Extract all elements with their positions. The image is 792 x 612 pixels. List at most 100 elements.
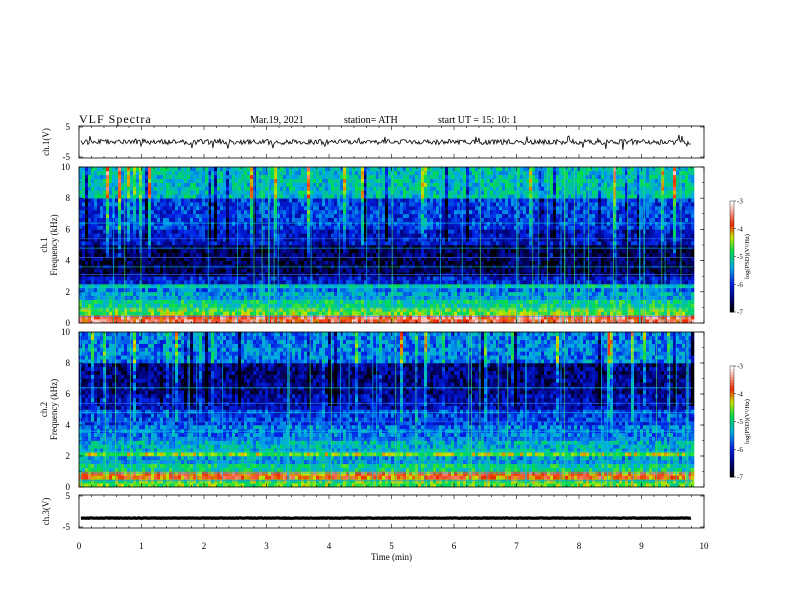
- ch1-spectrogram-cell: [151, 170, 155, 176]
- ch1-spectrogram-cell: [367, 221, 371, 226]
- ch1-spectrogram-cell: [103, 178, 107, 183]
- ch1-spectrogram-cell: [328, 178, 332, 183]
- ch1-spectrogram-cell: [325, 209, 329, 215]
- ch1-spectrogram-cell: [274, 311, 278, 316]
- ch1-spectrogram-cell: [316, 229, 320, 234]
- ch1-spectrogram-cell: [355, 178, 359, 183]
- ch1-spectrogram-cell: [280, 248, 284, 254]
- ch1-spectrogram-cell: [442, 256, 446, 261]
- ch1-spectrogram-cell: [295, 198, 299, 203]
- ch1-spectrogram-cell: [385, 319, 389, 324]
- ch1-spectrogram-cell: [415, 268, 419, 273]
- ch1-spectrogram-cell: [160, 319, 164, 324]
- ch1-spectrogram-cell: [322, 167, 326, 172]
- ch1-spectrogram-cell: [400, 287, 404, 293]
- ch1-spectrogram-cell: [298, 315, 302, 320]
- ch1-spectrogram-cell: [394, 260, 398, 265]
- ch1-spectrogram-cell: [397, 213, 401, 218]
- ch1-spectrogram-cell: [187, 221, 191, 226]
- ch1-spectrogram-cell: [220, 233, 224, 238]
- ch1-spectrogram-cell: [136, 260, 140, 265]
- ch1-spectrogram-cell: [238, 229, 242, 234]
- ch1-spectrogram-cell: [178, 307, 182, 312]
- ch1-spectrogram-cell: [322, 315, 326, 320]
- ch1-spectrogram-cell: [313, 202, 317, 207]
- ch1-spectrogram-cell: [184, 225, 188, 230]
- ch1-spectrogram-cell: [247, 241, 251, 246]
- ch1-spectrogram-cell: [232, 194, 236, 199]
- ch1-spectrogram-cell: [262, 190, 266, 195]
- ch1-spectrogram-cell: [256, 229, 260, 234]
- ch1-spectrogram-cell: [253, 182, 257, 187]
- ch1-spectrogram-cell: [382, 299, 386, 304]
- ch1-spectrogram-cell: [91, 299, 95, 304]
- ch1-spectrogram-cell: [289, 221, 293, 226]
- ch1-spectrogram-cell: [79, 241, 83, 246]
- ch1-spectrogram-cell: [322, 209, 326, 215]
- ch1-spectrogram-cell: [313, 170, 317, 176]
- ch1-spectrogram-cell: [412, 206, 416, 211]
- ch1-spectrogram-cell: [424, 291, 428, 296]
- ch1-spectrogram-cell: [418, 260, 422, 265]
- ch1-spectrogram-cell: [208, 213, 212, 218]
- ch1-spectrogram-cell: [403, 252, 407, 257]
- ch1-spectrogram-cell: [316, 276, 320, 281]
- ch1-spectrogram-cell: [82, 229, 86, 234]
- ch1-spectrogram-cell: [346, 276, 350, 281]
- ch1-spectrogram-cell: [385, 299, 389, 304]
- ch1-spectrogram-cell: [265, 190, 269, 195]
- ch1-spectrogram-cell: [298, 198, 302, 203]
- ch1-spectrogram-cell: [115, 229, 119, 234]
- ch1-spectrogram-cell: [391, 213, 395, 218]
- ch1-spectrogram-cell: [91, 167, 95, 172]
- ch1-spectrogram-cell: [214, 174, 218, 179]
- ch1-spectrogram-cell: [442, 229, 446, 234]
- ch1-spectrogram-cell: [172, 167, 176, 172]
- ch1-spectrogram-cell: [241, 291, 245, 296]
- ch1-spectrogram-cell: [340, 229, 344, 234]
- ch1-spectrogram-cell: [244, 287, 248, 293]
- ch1-spectrogram-cell: [403, 241, 407, 246]
- ch1-spectrogram-cell: [412, 178, 416, 183]
- ch1-spectrogram-cell: [403, 194, 407, 199]
- ch1-spectrogram-cell: [142, 202, 146, 207]
- ch1-spectrogram-cell: [88, 284, 92, 289]
- ch1-spectrogram-cell: [379, 229, 383, 234]
- ch1-spectrogram-cell: [85, 291, 89, 296]
- ch1-spectrogram-cell: [403, 245, 407, 250]
- ch1-spectrogram-cell: [376, 245, 380, 250]
- ch1-spectrogram-cell: [172, 276, 176, 281]
- ch1-spectrogram-cell: [199, 319, 203, 324]
- ch1-spectrogram-cell: [250, 206, 254, 211]
- ch1-spectrogram-cell: [181, 299, 185, 304]
- ch1-spectrogram-cell: [388, 245, 392, 250]
- ch1-spectrogram-cell: [391, 303, 395, 308]
- ch1-spectrogram-cell: [190, 299, 194, 304]
- ch1-spectrogram-cell: [304, 315, 308, 320]
- ch1-spectrogram-cell: [262, 276, 266, 281]
- ch1-spectrogram-cell: [394, 307, 398, 312]
- ch1-spectrogram-cell: [211, 315, 215, 320]
- ch1-spectrogram-cell: [442, 311, 446, 316]
- ch1-spectrogram-cell: [115, 303, 119, 308]
- ch1-spectrogram-cell: [373, 284, 377, 289]
- ch1-spectrogram-cell: [376, 307, 380, 312]
- ch1-spectrogram-cell: [259, 182, 263, 187]
- ch1-spectrogram-cell: [286, 213, 290, 218]
- ch1-spectrogram-cell: [412, 190, 416, 195]
- ch1-spectrogram-cell: [226, 287, 230, 293]
- ch1-spectrogram-cell: [226, 206, 230, 211]
- ch1-spectrogram-cell: [265, 299, 269, 304]
- ch1-spectrogram-cell: [82, 276, 86, 281]
- ch1-spectrogram-cell: [370, 276, 374, 281]
- ch1-spectrogram-cell: [202, 198, 206, 203]
- ch1-spectrogram-cell: [259, 291, 263, 296]
- ch1-spectrogram-cell: [229, 206, 233, 211]
- ch1-spectrogram-cell: [193, 291, 197, 296]
- ch1-spectrogram-cell: [415, 167, 419, 172]
- ch1-spectrogram-cell: [292, 319, 296, 324]
- ch1-spectrogram-cell: [334, 307, 338, 312]
- ch1-spectrogram-cell: [154, 299, 158, 304]
- ch1-spectrogram-cell: [400, 248, 404, 254]
- ch1-spectrogram-cell: [241, 268, 245, 273]
